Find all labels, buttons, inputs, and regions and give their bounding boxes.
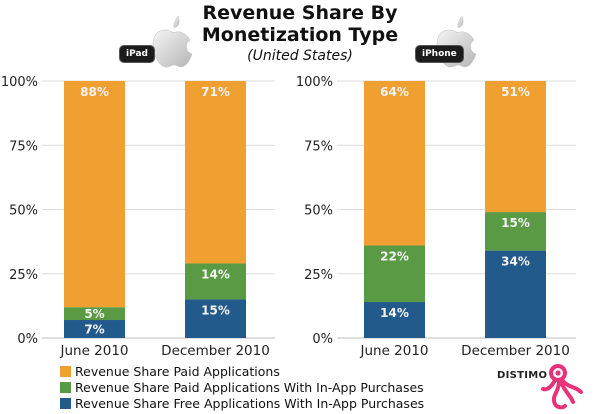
bar-segment bbox=[364, 81, 425, 246]
distimo-logo-text: DISTIMO bbox=[497, 370, 548, 381]
legend-swatch-paid bbox=[60, 365, 71, 377]
data-label: 14% bbox=[380, 306, 409, 320]
bar-segment bbox=[185, 81, 246, 264]
chart-subtitle: (United States) bbox=[247, 48, 353, 64]
apple-logo-icon-ipad bbox=[152, 15, 193, 68]
data-label: 7% bbox=[84, 323, 104, 337]
y-tick-label: 0% bbox=[17, 332, 38, 347]
y-tick-label: 100% bbox=[1, 75, 38, 90]
y-tick-label: 25% bbox=[304, 268, 333, 283]
data-label: 15% bbox=[501, 216, 530, 230]
data-label: 64% bbox=[380, 85, 409, 99]
y-tick-label: 0% bbox=[312, 332, 333, 347]
x-category-label: June 2010 bbox=[359, 343, 428, 359]
y-tick-label: 100% bbox=[296, 75, 333, 90]
bar-segment bbox=[364, 245, 425, 303]
data-label: 51% bbox=[501, 85, 530, 99]
legend-item-free-iap: Revenue Share Free Applications With In-… bbox=[60, 395, 424, 411]
legend-swatch-free-iap bbox=[60, 397, 71, 409]
legend-item-paid: Revenue Share Paid Applications bbox=[60, 363, 424, 379]
data-label: 5% bbox=[84, 307, 104, 321]
legend-label-free-iap: Revenue Share Free Applications With In-… bbox=[75, 395, 425, 411]
bar-segment bbox=[64, 307, 125, 321]
bar-segment bbox=[64, 81, 125, 308]
bar-segment bbox=[485, 81, 546, 213]
x-category-label: December 2010 bbox=[161, 343, 270, 359]
y-tick-label: 75% bbox=[304, 139, 333, 154]
y-tick-label: 50% bbox=[304, 204, 333, 219]
legend-item-paid-iap: Revenue Share Paid Applications With In-… bbox=[60, 379, 424, 395]
x-category-label: December 2010 bbox=[461, 343, 570, 359]
iphone-badge: iPhone bbox=[415, 45, 464, 63]
x-category-label: June 2010 bbox=[59, 343, 128, 359]
legend-label-paid-iap: Revenue Share Paid Applications With In-… bbox=[75, 379, 424, 395]
y-tick-label: 50% bbox=[9, 204, 38, 219]
bar-segment bbox=[185, 299, 246, 338]
ipad-badge: iPad bbox=[119, 45, 155, 63]
bar-segment bbox=[185, 263, 246, 300]
data-label: 34% bbox=[501, 255, 530, 269]
legend-swatch-paid-iap bbox=[60, 381, 71, 393]
data-label: 71% bbox=[201, 85, 230, 99]
data-label: 14% bbox=[201, 267, 230, 281]
data-label: 88% bbox=[80, 85, 109, 99]
legend: Revenue Share Paid Applications Revenue … bbox=[60, 363, 424, 411]
y-tick-label: 75% bbox=[9, 139, 38, 154]
chart-title-line2: Monetization Type bbox=[201, 24, 399, 46]
data-label: 15% bbox=[201, 303, 230, 317]
bar-segment bbox=[64, 320, 125, 338]
data-label: 22% bbox=[380, 249, 409, 263]
y-tick-label: 25% bbox=[9, 268, 38, 283]
legend-label-paid: Revenue Share Paid Applications bbox=[75, 363, 280, 379]
bar-segment bbox=[485, 250, 546, 338]
bar-segment bbox=[485, 212, 546, 251]
chart-title-line1: Revenue Share By bbox=[202, 2, 398, 24]
bar-segment bbox=[364, 302, 425, 338]
octopus-icon bbox=[541, 364, 583, 410]
